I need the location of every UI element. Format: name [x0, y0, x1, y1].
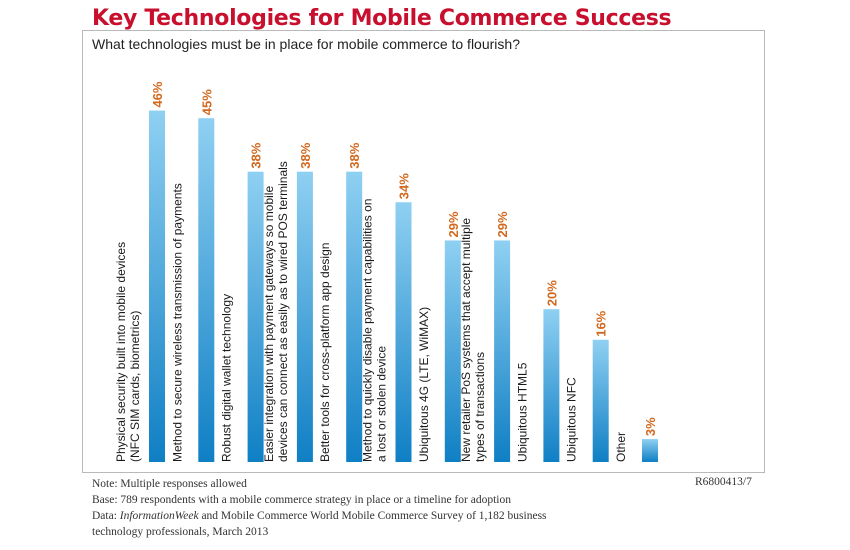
footer-data-rest: and Mobile Commerce World Mobile Commerc… [198, 510, 547, 522]
chart-title: Key Technologies for Mobile Commerce Suc… [92, 6, 672, 31]
category-label-3-line-1: Robust digital wallet technology [220, 294, 234, 462]
bar-5 [346, 171, 363, 462]
value-label-6: 34% [397, 173, 412, 199]
value-label-10: 16% [594, 310, 609, 336]
footer-data: Data: InformationWeek and Mobile Commerc… [92, 508, 772, 524]
footer-data-source: InformationWeek [119, 510, 199, 522]
bar-6 [395, 202, 412, 463]
footer-data-prefix: Data: [92, 510, 120, 522]
value-label-5: 38% [347, 142, 362, 168]
report-code: R6800413/7 [695, 476, 752, 488]
category-label-4-line-2: devices can connect as easily as to wire… [276, 161, 290, 462]
value-label-4: 38% [298, 142, 313, 168]
chart-panel [82, 30, 765, 473]
category-label-5-line-1: Better tools for cross-platform app desi… [318, 243, 332, 462]
value-label-9: 20% [544, 280, 559, 306]
footer-data-line2: technology professionals, March 2013 [92, 526, 269, 538]
category-label-4-line-1: Easier integration with payment gateways… [262, 186, 276, 462]
bar-4 [296, 171, 313, 462]
category-label-9-line-1: Ubiquitous HTML5 [515, 362, 529, 462]
bar-8 [494, 240, 511, 462]
value-label-7: 29% [446, 211, 461, 237]
bar-2 [198, 118, 215, 462]
category-label-1-line-2: (NFC SIM cards, biometrics) [128, 311, 142, 462]
category-label-10-line-1: Ubiquitous NFC [565, 377, 579, 462]
value-label-1: 46% [150, 81, 165, 107]
value-label-11: 3% [643, 417, 658, 436]
bar-11 [642, 439, 658, 462]
category-label-6-line-2: a lost or stolen device [375, 346, 389, 462]
bar-1 [149, 110, 165, 462]
bar-10 [592, 339, 609, 462]
category-label-2-line-1: Method to secure wireless transmission o… [170, 183, 184, 462]
category-label-8-line-2: types of transactions [473, 352, 487, 462]
bar-9 [543, 309, 560, 462]
category-label-11-line-1: Other [614, 432, 628, 462]
category-label-8-line-1: New retailer PoS systems that accept mul… [459, 218, 473, 462]
bar-7 [444, 240, 461, 462]
bar-3 [247, 171, 264, 462]
category-label-1-line-1: Physical security built into mobile devi… [114, 242, 128, 462]
category-label-6-line-1: Method to quickly disable payment capabi… [361, 199, 375, 462]
footer-base: Base: 789 respondents with a mobile comm… [92, 494, 511, 506]
value-label-2: 45% [199, 89, 214, 115]
value-label-8: 29% [495, 211, 510, 237]
footer-note: Note: Multiple responses allowed [92, 478, 247, 490]
chart-footer: Note: Multiple responses allowed Base: 7… [92, 476, 772, 540]
value-label-3: 38% [249, 142, 264, 168]
chart-subtitle: What technologies must be in place for m… [92, 36, 520, 52]
category-label-7-line-1: Ubiquitous 4G (LTE, WiMAX) [417, 307, 431, 462]
